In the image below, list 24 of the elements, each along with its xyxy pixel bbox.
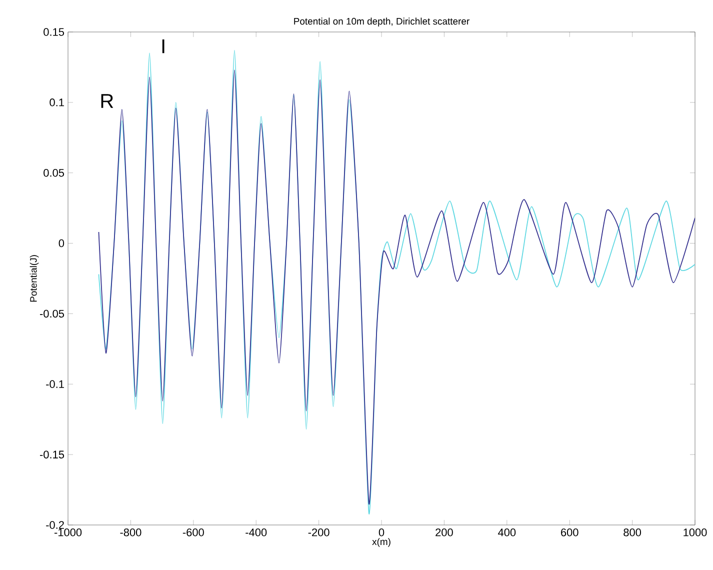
y-tick-label: -0.1 — [46, 380, 64, 388]
y-tick-label: 0.05 — [44, 168, 64, 177]
y-tick-label: 0.1 — [50, 98, 64, 106]
x-tick-label: 800 — [624, 528, 642, 536]
y-tick-label: -0.05 — [40, 310, 64, 318]
x-tick-label: 400 — [498, 528, 516, 536]
x-tick-label: 600 — [561, 528, 578, 536]
x-tick-label: 0 — [378, 528, 384, 536]
annotation: R — [101, 94, 114, 108]
x-tick-label: -200 — [308, 528, 330, 536]
x-tick-label: -400 — [246, 528, 267, 536]
y-tick-label: 0.15 — [44, 28, 64, 36]
x-tick-label: 200 — [436, 528, 453, 536]
x-axis-title: x(m) — [372, 538, 390, 547]
y-tick-label: -0.15 — [40, 450, 64, 458]
x-tick-label: -1000 — [54, 528, 82, 536]
x-tick-label: 1000 — [684, 528, 707, 536]
annotation: I — [162, 39, 164, 54]
chart-title: Potential on 10m depth, Dirichlet scatterer — [294, 18, 470, 26]
y-axis-title: Potential(J) — [30, 255, 39, 302]
x-tick-label: -800 — [120, 528, 142, 536]
x-tick-label: -600 — [182, 528, 204, 536]
y-tick-label: -0.2 — [46, 521, 64, 529]
y-tick-label: 0 — [58, 239, 64, 248]
